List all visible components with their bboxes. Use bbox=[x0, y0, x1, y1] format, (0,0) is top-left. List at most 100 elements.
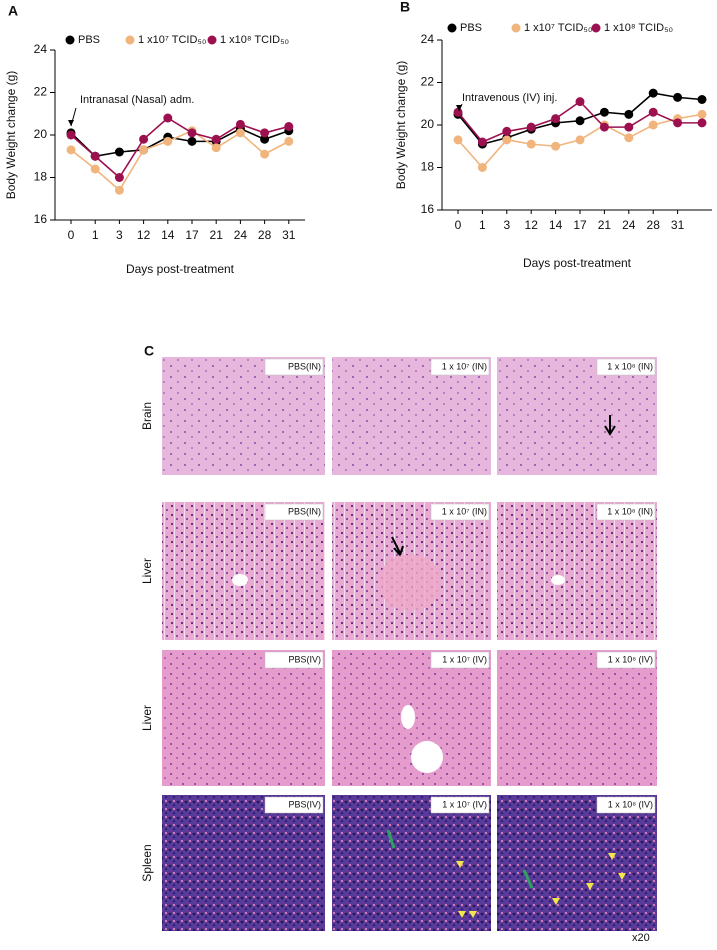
marker-triangle bbox=[552, 898, 560, 905]
data-point bbox=[139, 134, 149, 144]
data-point bbox=[624, 109, 634, 119]
x-tick-label: 21 bbox=[210, 228, 224, 242]
image-label: PBS(IV) bbox=[288, 654, 321, 664]
image-label: 1 x 10⁸ (IV) bbox=[608, 799, 653, 809]
x-tick-label: 0 bbox=[68, 228, 75, 242]
panel-label: B bbox=[400, 0, 410, 15]
image-label: 1 x 10⁸ (IN) bbox=[607, 361, 653, 371]
data-point bbox=[114, 185, 124, 195]
row-label: Spleen bbox=[140, 844, 154, 881]
vessel bbox=[232, 574, 248, 586]
data-point bbox=[477, 163, 487, 172]
data-point bbox=[163, 136, 173, 146]
data-point bbox=[211, 143, 221, 153]
data-point bbox=[502, 126, 512, 136]
marker-triangle bbox=[586, 883, 594, 890]
image-label-box bbox=[430, 651, 490, 669]
x-tick-label: 3 bbox=[116, 228, 123, 242]
y-tick-label: 24 bbox=[421, 32, 435, 46]
image-label-box bbox=[264, 358, 324, 376]
data-point bbox=[90, 151, 100, 161]
data-point bbox=[114, 173, 124, 182]
x-tick-label: 21 bbox=[598, 218, 612, 232]
row-label: Liver bbox=[140, 705, 154, 731]
legend-label: PBS bbox=[460, 22, 482, 34]
legend-marker bbox=[447, 23, 457, 33]
data-point bbox=[673, 92, 683, 102]
legend-label: 1 x10⁷ TCID₅₀ bbox=[138, 34, 206, 46]
y-tick-label: 16 bbox=[34, 212, 48, 226]
x-tick-label: 17 bbox=[573, 218, 587, 232]
histology-image bbox=[332, 795, 491, 931]
y-tick-label: 22 bbox=[421, 75, 435, 89]
y-tick-label: 16 bbox=[421, 202, 435, 216]
x-tick-label: 31 bbox=[282, 228, 296, 242]
data-point bbox=[551, 114, 561, 124]
marker-triangle bbox=[458, 911, 466, 918]
arrow-head bbox=[456, 105, 462, 111]
marker-triangle bbox=[608, 853, 616, 860]
data-point bbox=[66, 145, 76, 155]
legend-marker bbox=[207, 35, 217, 45]
row-label: Liver bbox=[140, 558, 154, 584]
image-label-box bbox=[596, 651, 656, 669]
legend-label: PBS bbox=[78, 34, 100, 46]
data-point bbox=[260, 128, 270, 138]
data-point bbox=[526, 122, 536, 132]
y-tick-label: 18 bbox=[34, 170, 48, 184]
marker-triangle bbox=[469, 911, 477, 918]
histology-image bbox=[497, 502, 657, 640]
green-arrow bbox=[386, 829, 396, 849]
legend-label: 1 x10⁸ TCID₅₀ bbox=[604, 22, 673, 34]
image-label: 1 x 10⁷ (IV) bbox=[442, 654, 487, 664]
data-point bbox=[526, 139, 536, 149]
image-label-box bbox=[264, 503, 324, 521]
image-label: 1 x 10⁷ (IV) bbox=[442, 799, 487, 809]
image-label: PBS(IN) bbox=[288, 361, 321, 371]
legend-label: 1 x10⁸ TCID₅₀ bbox=[220, 34, 289, 46]
x-tick-label: 12 bbox=[525, 218, 539, 232]
data-point bbox=[260, 134, 270, 144]
x-tick-label: 28 bbox=[258, 228, 272, 242]
lesion-arrow bbox=[604, 415, 616, 436]
x-tick-label: 17 bbox=[185, 228, 199, 242]
y-tick-label: 20 bbox=[421, 117, 435, 131]
y-axis-label: Body Weight change (g) bbox=[4, 71, 18, 200]
series-line bbox=[70, 129, 290, 192]
data-point bbox=[235, 119, 245, 129]
data-point bbox=[697, 109, 707, 119]
y-axis-label: Body Weight change (g) bbox=[394, 61, 408, 190]
image-label-box bbox=[430, 503, 490, 521]
data-point bbox=[66, 130, 76, 140]
image-label: 1 x 10⁷ (IN) bbox=[442, 361, 487, 371]
green-arrow bbox=[522, 869, 534, 889]
image-label-box bbox=[264, 651, 324, 669]
data-point bbox=[648, 88, 658, 98]
y-tick-label: 24 bbox=[34, 42, 48, 56]
data-point bbox=[697, 95, 707, 104]
image-label-box bbox=[264, 796, 324, 814]
image-label: PBS(IN) bbox=[288, 506, 321, 516]
data-point bbox=[284, 136, 294, 146]
data-point bbox=[90, 164, 100, 174]
marker-triangle bbox=[456, 861, 464, 868]
data-point bbox=[697, 118, 707, 128]
x-tick-label: 12 bbox=[137, 228, 151, 242]
histology-image bbox=[497, 650, 657, 786]
data-point bbox=[575, 97, 585, 107]
data-point bbox=[187, 128, 197, 138]
data-point bbox=[477, 137, 487, 147]
image-label-box bbox=[430, 358, 490, 376]
data-point bbox=[673, 118, 683, 128]
vessel bbox=[401, 705, 415, 729]
annotation: Intravenous (IV) inj. bbox=[462, 92, 557, 104]
image-label-box bbox=[596, 796, 656, 814]
data-point bbox=[260, 149, 270, 159]
x-axis-label: Days post-treatment bbox=[523, 256, 632, 270]
data-point bbox=[575, 116, 585, 126]
image-label-box bbox=[596, 358, 656, 376]
x-tick-label: 24 bbox=[622, 218, 636, 232]
x-tick-label: 0 bbox=[455, 218, 462, 232]
data-point bbox=[284, 122, 294, 131]
data-point bbox=[235, 128, 245, 138]
